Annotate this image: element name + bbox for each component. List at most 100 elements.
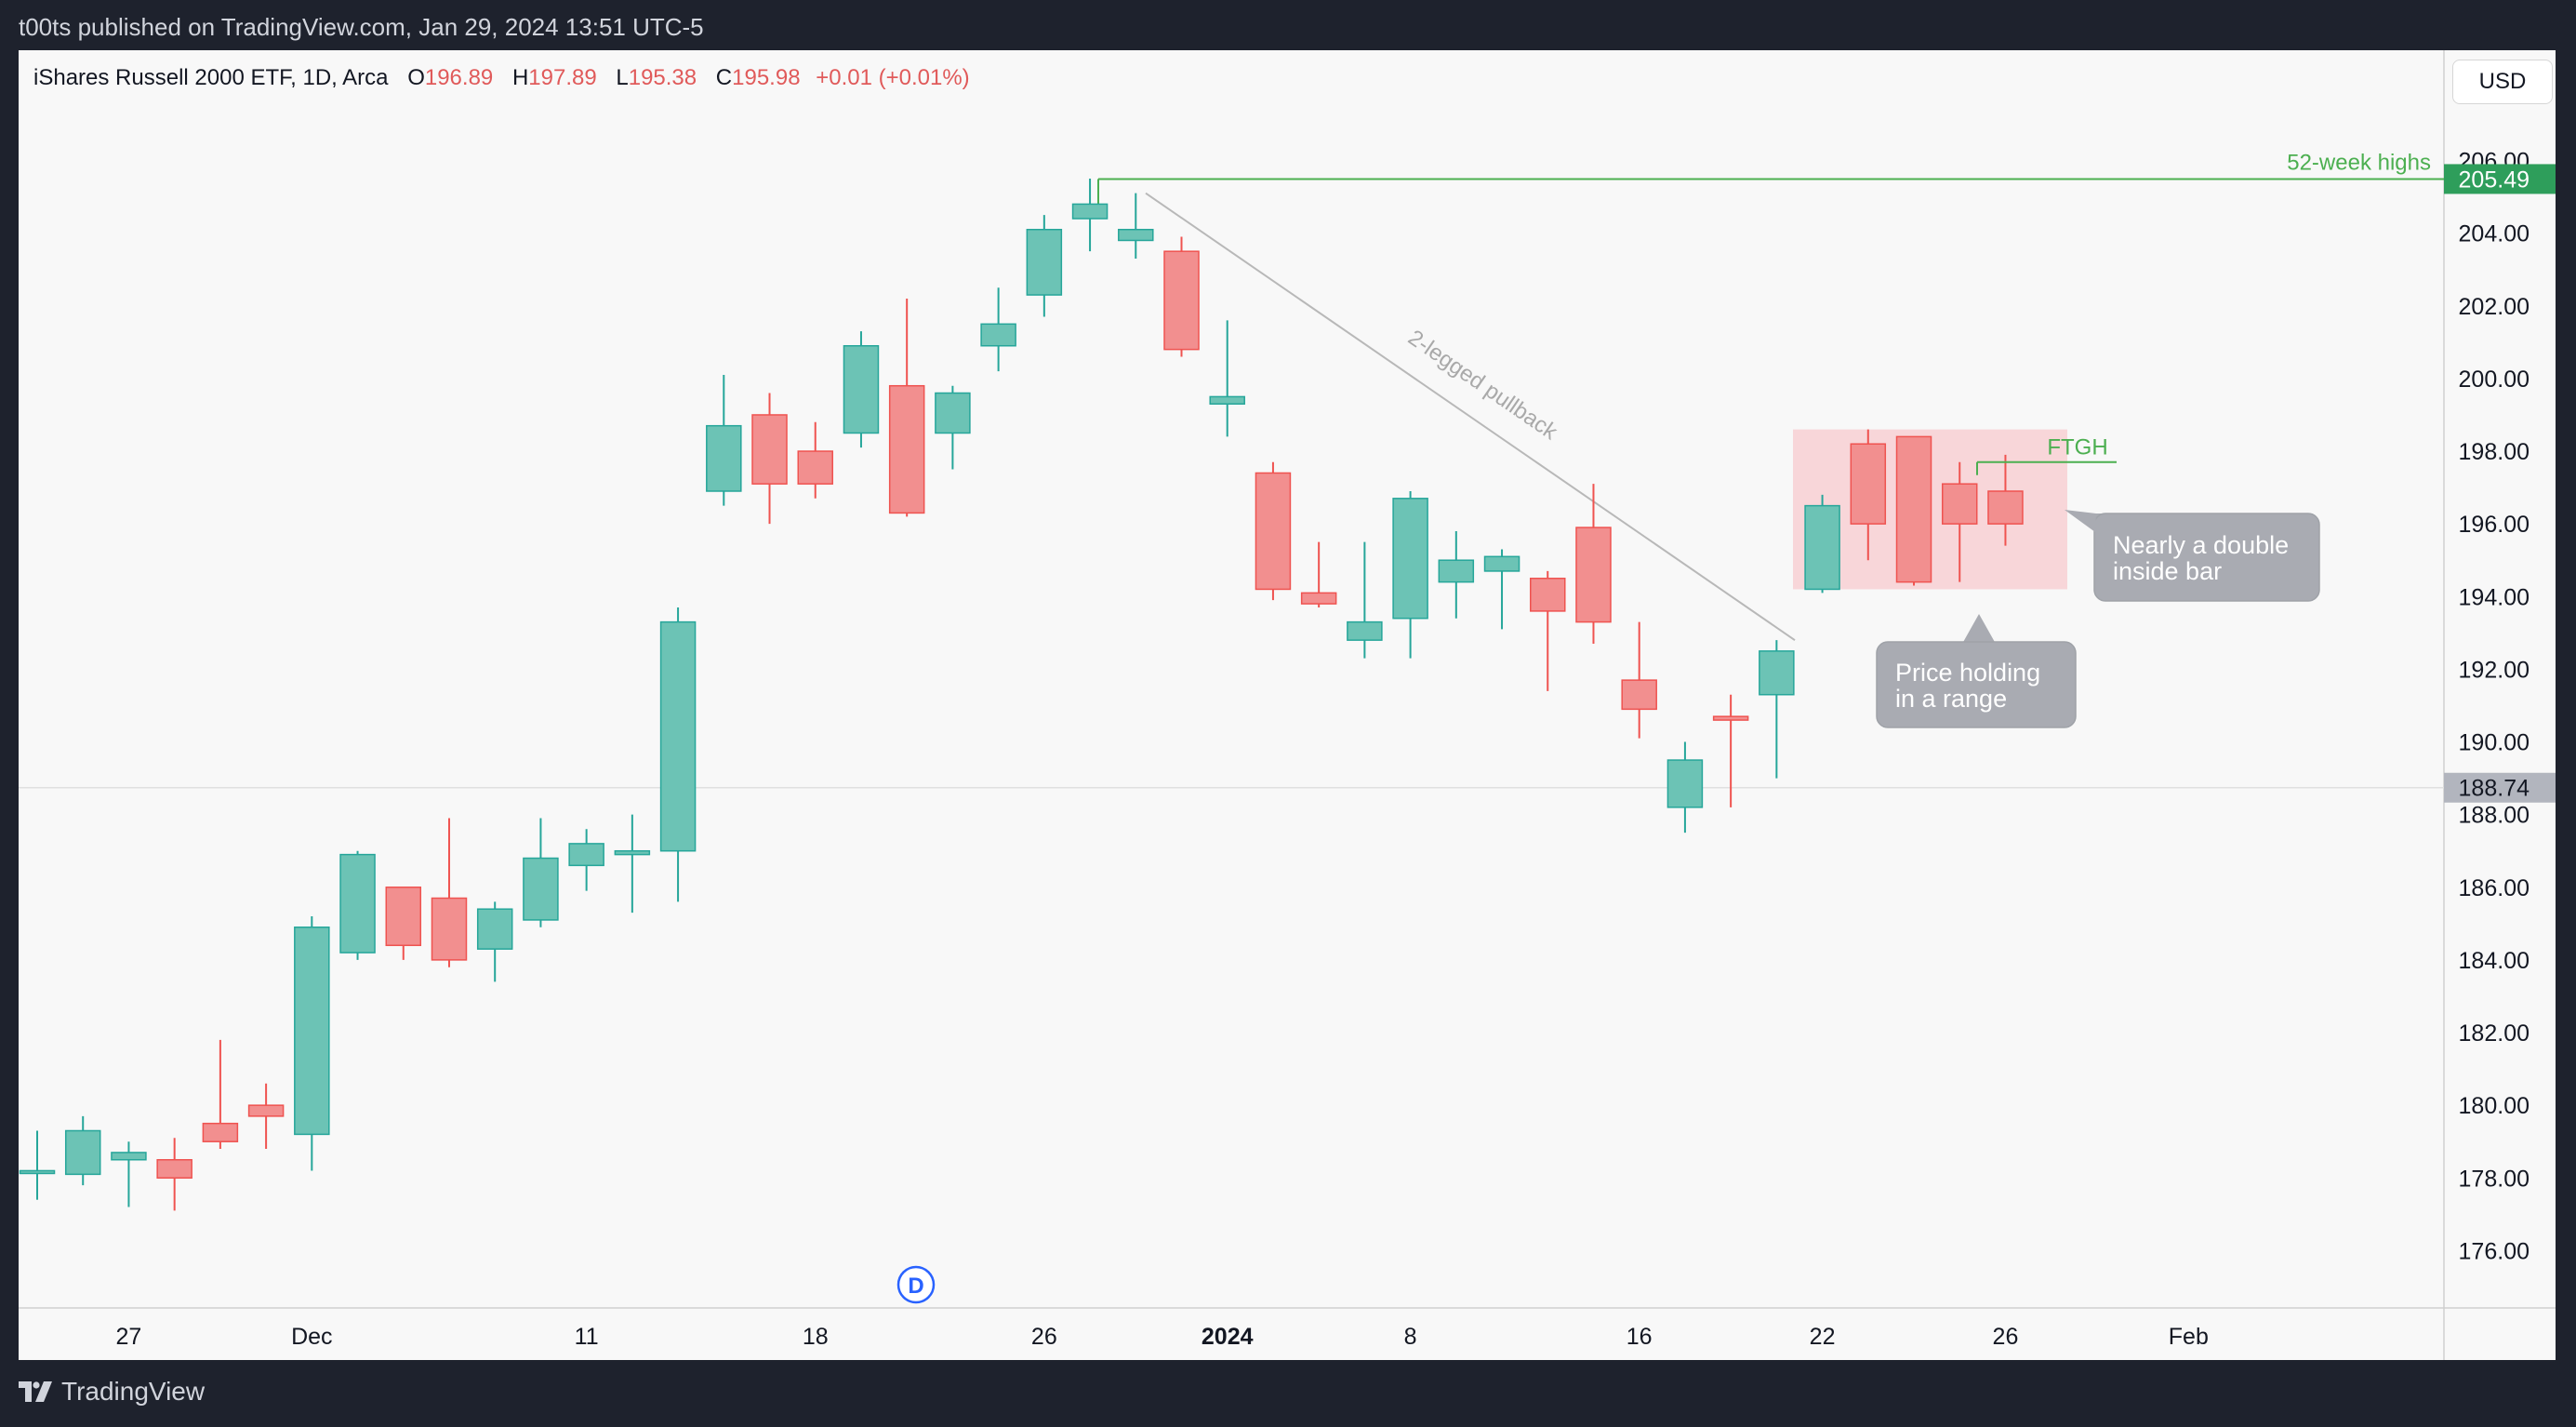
candle-body[interactable] [797, 450, 833, 485]
candle-body[interactable] [385, 887, 422, 947]
open-value: 196.89 [424, 65, 494, 90]
candle-body[interactable] [659, 620, 697, 852]
candle-body[interactable] [247, 1104, 285, 1117]
candle-body[interactable] [64, 1129, 101, 1176]
y-tick-label: 198.00 [2459, 439, 2530, 465]
x-tick-label: 18 [803, 1324, 829, 1350]
y-tick-label: 196.00 [2459, 512, 2530, 538]
candle-body[interactable] [1300, 592, 1337, 605]
change-value: +0.01 (+0.01%) [816, 65, 970, 90]
callout-tail [1962, 614, 1996, 644]
candle-body[interactable] [1850, 443, 1887, 525]
candle-body[interactable] [614, 849, 651, 856]
tradingview-logo[interactable]: TradingView [19, 1377, 205, 1407]
price-axis-label [2444, 772, 2556, 803]
y-tick-label: 182.00 [2459, 1020, 2530, 1047]
candle-body[interactable] [1483, 555, 1520, 572]
y-tick-label: 194.00 [2459, 584, 2530, 610]
y-tick-label: 176.00 [2459, 1238, 2530, 1264]
candle-body[interactable] [1392, 498, 1428, 620]
candle-body[interactable] [431, 897, 468, 961]
candle-body[interactable] [1438, 559, 1475, 583]
candle-body[interactable] [980, 323, 1016, 347]
candle-body[interactable] [1209, 395, 1245, 405]
candle-body[interactable] [888, 384, 925, 514]
callout-text-line: in a range [1895, 685, 2007, 713]
bottom-bar: TradingView [0, 1360, 2576, 1427]
y-tick-label: 190.00 [2459, 730, 2530, 756]
callout-text-line: inside bar [2113, 557, 2222, 585]
candle-body[interactable] [1804, 504, 1840, 591]
chart-area[interactable] [19, 50, 2556, 1360]
candle-body[interactable] [751, 414, 788, 485]
candle-body[interactable] [1071, 203, 1109, 220]
x-tick-label: 8 [1404, 1324, 1417, 1350]
y-tick-label: 184.00 [2459, 948, 2530, 974]
x-tick-label: Feb [2169, 1324, 2209, 1350]
candle-body[interactable] [935, 392, 971, 434]
symbol-name: iShares Russell 2000 ETF, 1D, Arca [33, 65, 389, 90]
candle-body[interactable] [294, 926, 330, 1136]
low-label: L [616, 65, 629, 90]
x-tick-label: 22 [1810, 1324, 1836, 1350]
candle-body[interactable] [1575, 527, 1612, 623]
candle-body[interactable] [568, 843, 604, 867]
candle-body[interactable] [1530, 577, 1566, 612]
candle-body[interactable] [1255, 472, 1292, 591]
candle-body[interactable] [156, 1158, 193, 1180]
tradingview-logo-icon [19, 1381, 52, 1402]
callout-double-inside-bar [2093, 513, 2320, 602]
dividend-marker-label: D [908, 1274, 923, 1299]
y-tick-label: 192.00 [2459, 657, 2530, 683]
candle-body[interactable] [1666, 759, 1704, 808]
callout-text-line: Price holding [1895, 659, 2040, 687]
high-value: 197.89 [528, 65, 597, 90]
x-tick-label: 11 [575, 1324, 599, 1350]
candle-body[interactable] [339, 853, 376, 954]
x-tick-label: 16 [1627, 1324, 1653, 1350]
open-label: O [407, 65, 425, 90]
candle-body[interactable] [1347, 620, 1383, 641]
price-axis-label-text: 188.74 [2459, 776, 2530, 802]
y-tick-label: 188.00 [2459, 803, 2530, 829]
candle-body[interactable] [1987, 490, 2024, 525]
brand-name: TradingView [61, 1377, 206, 1406]
candle-body[interactable] [523, 857, 559, 921]
candle-body[interactable] [843, 344, 880, 434]
candle-body[interactable] [1941, 483, 1978, 525]
candle-body[interactable] [1712, 715, 1749, 721]
candle-body[interactable] [1026, 228, 1063, 296]
candle-body[interactable] [706, 424, 742, 492]
candle-body[interactable] [19, 1169, 56, 1175]
published-info: t00ts published on TradingView.com, Jan … [19, 13, 704, 41]
candle-body[interactable] [1621, 679, 1657, 711]
trend-line-pullback [1145, 192, 1796, 641]
close-value: 195.98 [732, 65, 801, 90]
y-tick-label: 200.00 [2459, 367, 2530, 393]
label-52-week-highs: 52-week highs [2287, 150, 2431, 175]
candle-body[interactable] [111, 1152, 147, 1161]
callout-text-line: Nearly a double [2113, 531, 2289, 559]
dividend-marker-icon[interactable] [896, 1265, 936, 1304]
y-tick-label: 186.00 [2459, 875, 2530, 901]
x-tick-label: 27 [116, 1324, 142, 1350]
high-label: H [511, 65, 529, 90]
candle-body[interactable] [1759, 650, 1795, 696]
callout-price-holding [1876, 641, 2077, 728]
x-tick-label: 26 [1993, 1324, 2019, 1350]
candle-body[interactable] [1895, 435, 1932, 583]
currency-button[interactable]: USD [2452, 60, 2553, 104]
x-tick-label: 26 [1031, 1324, 1057, 1350]
callout-tail [2065, 510, 2096, 532]
y-tick-label: 178.00 [2459, 1166, 2530, 1192]
candle-body[interactable] [476, 908, 513, 950]
candle-body[interactable] [1118, 228, 1154, 242]
x-tick-label: 2024 [1202, 1324, 1254, 1350]
symbol-legend: iShares Russell 2000 ETF, 1D, Arca O196.… [33, 65, 970, 91]
candle-body[interactable] [202, 1122, 239, 1142]
label-2-legged-pullback: 2-legged pullback [1403, 325, 1562, 445]
label-ftgh: FTGH [2047, 435, 2107, 460]
candle-body[interactable] [1163, 250, 1200, 351]
y-tick-label: 202.00 [2459, 294, 2530, 320]
